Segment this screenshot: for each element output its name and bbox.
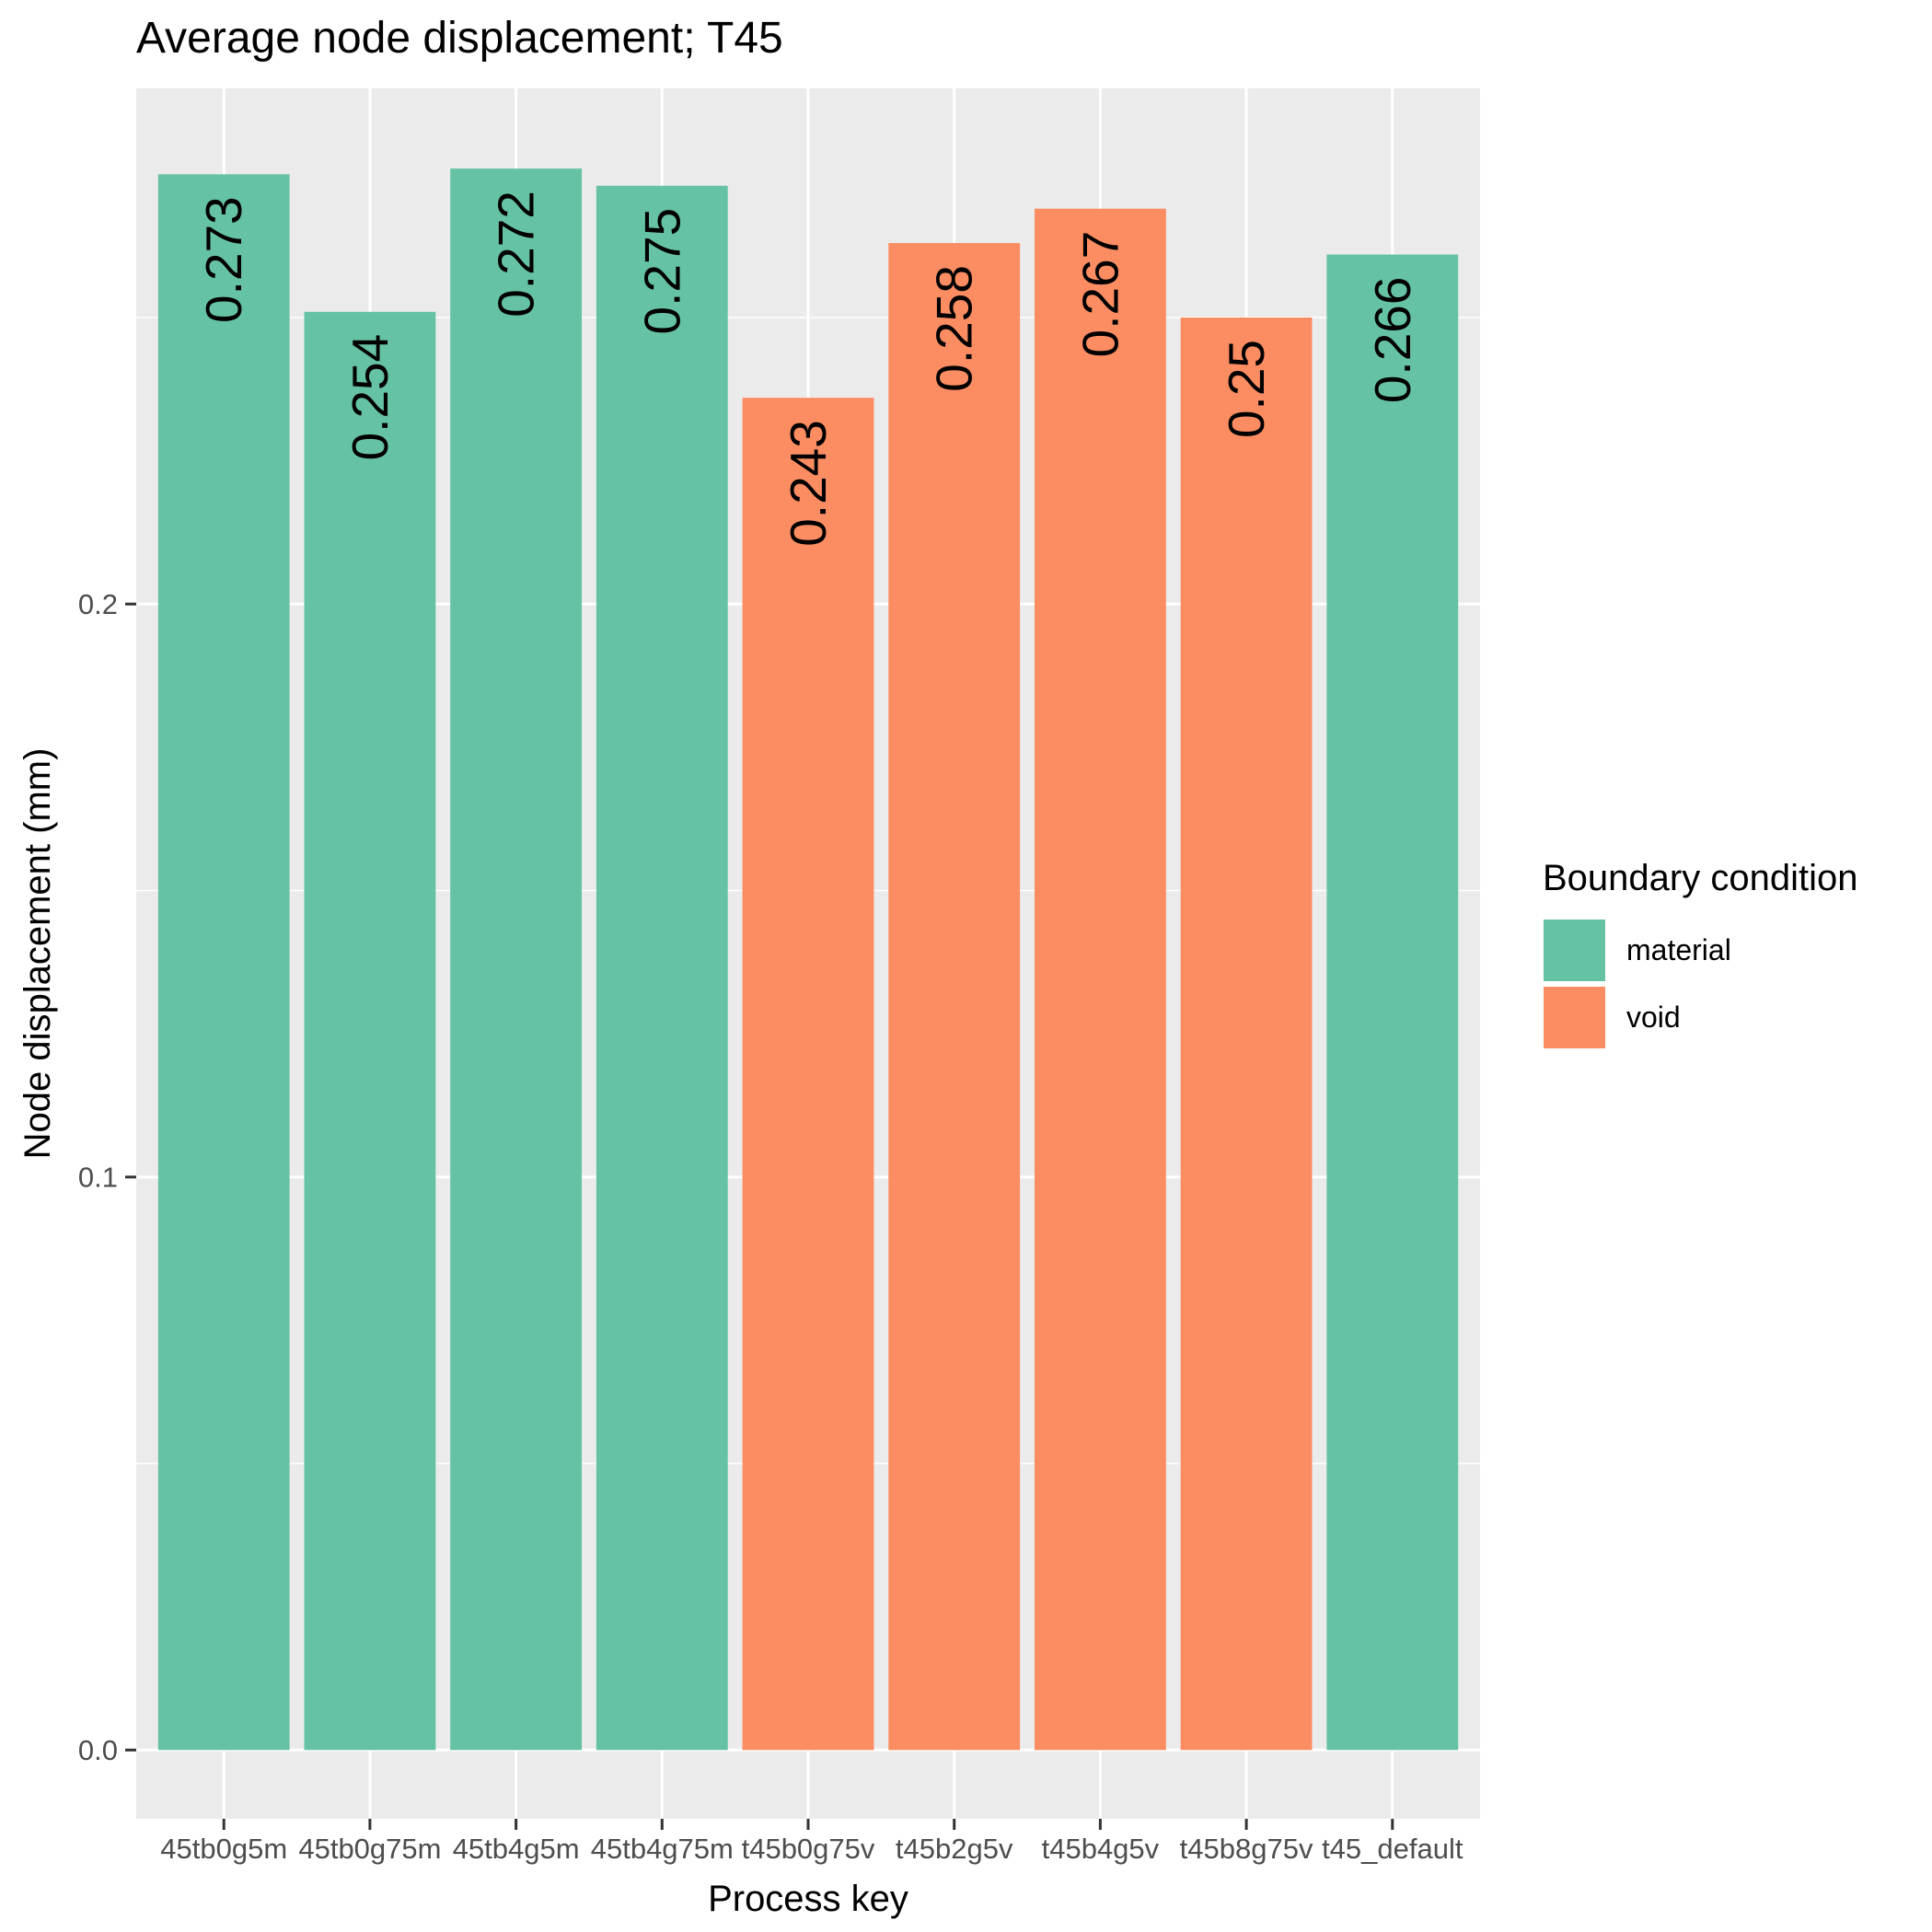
y-axis-title: Node displacement (mm)	[17, 748, 58, 1160]
bar-t45b0g75v	[742, 398, 874, 1751]
legend-label-material: material	[1626, 933, 1731, 966]
bar-t45tb4g5m	[450, 168, 583, 1751]
y-tick-label: 0.1	[78, 1161, 118, 1193]
x-tick-label: t45b2g5v	[896, 1833, 1013, 1865]
bar-value-label: 0.25	[1218, 340, 1275, 438]
legend: Boundary condition material void	[1542, 858, 1857, 1050]
bar-labels: 0.273 0.254 0.272 0.275 0.243 0.258 0.267 0.25 0…	[195, 191, 1421, 547]
bar-t45b8g75v	[1180, 318, 1313, 1751]
x-tick-label: 45tb4g5m	[453, 1833, 580, 1865]
x-tick-label: 45tb0g5m	[160, 1833, 287, 1865]
bar-value-label: 0.243	[780, 420, 837, 547]
x-tick-label: t45b0g75v	[742, 1833, 875, 1865]
y-tick-label: 0.0	[78, 1734, 118, 1766]
y-tick-label: 0.2	[78, 588, 118, 620]
legend-title: Boundary condition	[1543, 858, 1857, 898]
bar-value-label: 0.273	[195, 196, 252, 323]
bar-value-label: 0.266	[1364, 277, 1421, 404]
x-tick-label: 45tb4g75m	[591, 1833, 734, 1865]
bar-value-label: 0.267	[1071, 231, 1128, 358]
bar-value-label: 0.258	[926, 265, 983, 392]
chart-title: Average node displacement; T45	[136, 14, 783, 63]
legend-swatch-void	[1542, 985, 1607, 1050]
bar-value-label: 0.275	[633, 208, 690, 335]
x-tick-label: t45b8g75v	[1180, 1833, 1313, 1865]
bar-t45tb4g75m	[596, 185, 728, 1751]
bar-t45_default	[1326, 254, 1459, 1751]
x-axis-title: Process key	[708, 1879, 908, 1919]
y-axis: 0.0 0.1 0.2	[78, 588, 136, 1766]
bars	[157, 168, 1459, 1751]
bar-value-label: 0.272	[488, 191, 545, 318]
x-tick-label: t45_default	[1322, 1833, 1463, 1865]
bar-t45b4g5v	[1034, 208, 1166, 1751]
bar-t45tb0g5m	[157, 174, 290, 1751]
legend-label-void: void	[1626, 1001, 1681, 1034]
legend-swatch-material	[1542, 918, 1607, 983]
bar-t45tb0g75m	[304, 311, 436, 1751]
x-tick-label: t45b4g5v	[1042, 1833, 1160, 1865]
bar-value-label: 0.254	[341, 334, 399, 461]
x-axis: 45tb0g5m 45tb0g75m 45tb4g5m 45tb4g75m t45b0g…	[160, 1819, 1463, 1865]
x-tick-label: 45tb0g75m	[298, 1833, 441, 1865]
bar-t45b2g5v	[888, 243, 1021, 1751]
